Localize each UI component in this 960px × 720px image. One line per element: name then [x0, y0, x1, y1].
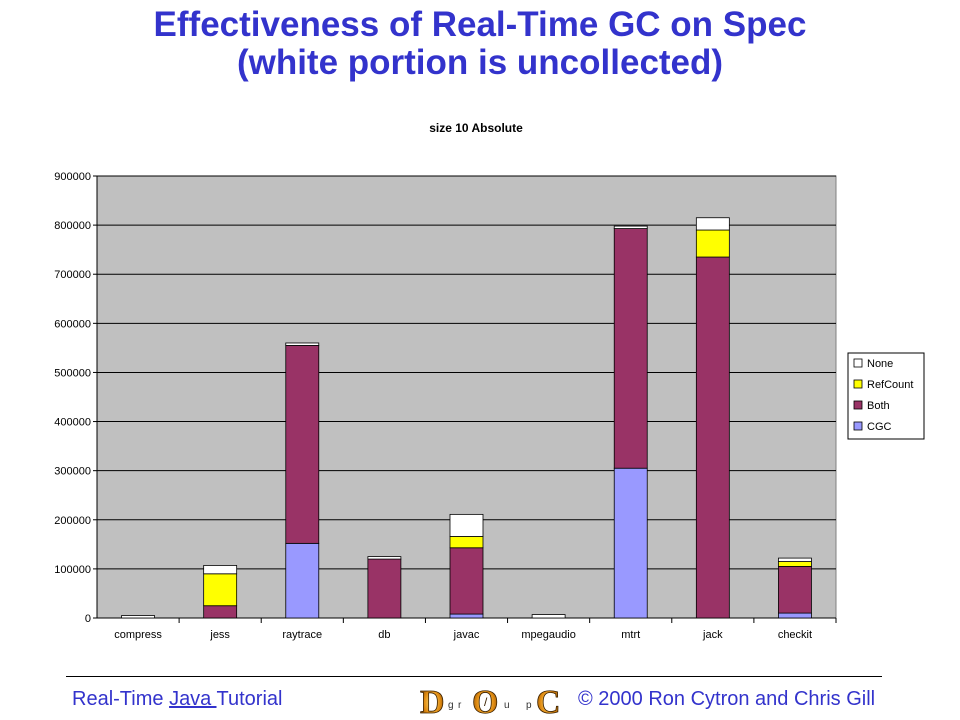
bar-segment-both-jess	[203, 605, 238, 619]
y-tick-label: 700000	[54, 269, 91, 281]
y-tick-label: 900000	[54, 171, 91, 183]
logo-slash: /	[484, 695, 488, 709]
legend-swatch-cgc	[853, 421, 863, 431]
legend-swatch-refcount	[853, 379, 863, 389]
logo-letter-r: r	[458, 700, 462, 711]
bar-segment-both-mtrt	[613, 228, 648, 469]
legend: None RefCount Both CGC	[847, 352, 925, 440]
legend-swatch-none	[853, 358, 863, 368]
x-tick-label: javac	[453, 629, 480, 641]
bar-segment-cgc-raytrace	[285, 542, 320, 619]
stacked-bar-chart: size 10 Absolute 0 100000 200000 300000 4000…	[54, 121, 925, 641]
chart-title: size 10 Absolute	[429, 121, 523, 135]
bar-segment-refcount-javac	[449, 536, 484, 549]
legend-label-cgc: CGC	[867, 421, 892, 433]
java-link[interactable]: Java	[169, 688, 217, 710]
x-tick-label: raytrace	[282, 629, 322, 641]
legend-label-none: None	[867, 358, 893, 370]
slide-title-line-2: (white portion is uncollected)	[236, 43, 724, 82]
bar-segment-refcount-checkit	[778, 561, 812, 567]
y-tick-label: 0	[85, 613, 91, 625]
y-tick-label: 600000	[54, 318, 91, 330]
legend-label-refcount: RefCount	[867, 379, 913, 391]
bar-segment-none-jess	[203, 565, 238, 575]
legend-swatch-both	[853, 400, 863, 410]
logo-letter-o: O	[472, 684, 498, 718]
bar-segment-none-raytrace	[285, 342, 320, 346]
y-tick-label: 300000	[54, 466, 91, 478]
plot-area: 0 100000 200000 300000 400000 500000 600000 700…	[54, 171, 837, 641]
bar-segment-both-jack	[695, 256, 730, 619]
bar-segment-none-mpegaudio	[531, 614, 566, 619]
bar-segment-both-javac	[449, 547, 484, 615]
bar-segment-none-db	[367, 556, 402, 560]
y-tick-label: 800000	[54, 220, 91, 232]
bar-segment-none-compress	[121, 615, 155, 619]
bar-segment-refcount-jess	[203, 573, 238, 607]
bar-segment-cgc-mtrt	[613, 467, 648, 619]
doc-group-logo: D g r O / u p C	[420, 684, 561, 718]
footer-copyright: © 2000 Ron Cytron and Chris Gill	[578, 688, 876, 710]
bar-segment-none-javac	[449, 513, 484, 537]
logo-letter-d: D	[420, 684, 445, 718]
x-tick-label: checkit	[778, 629, 812, 641]
legend-label-both: Both	[867, 400, 890, 412]
bar-segment-cgc-checkit	[778, 612, 812, 619]
y-tick-label: 100000	[54, 564, 91, 576]
logo-letter-u: u	[504, 700, 510, 711]
slide-title-line-1: Effectiveness of Real-Time GC on Spec	[153, 5, 807, 44]
bar-segment-none-mtrt	[613, 225, 648, 229]
bar-segment-none-jack	[695, 217, 730, 231]
footer-text-prefix: Real-Time	[72, 688, 170, 710]
footer-course-title: Real-Time Java Tutorial	[72, 688, 282, 711]
logo-letter-g: g	[448, 700, 454, 711]
y-tick-label: 400000	[54, 417, 91, 429]
x-tick-label: mpegaudio	[521, 629, 575, 641]
bar-segment-none-checkit	[778, 557, 812, 562]
bar-segment-both-raytrace	[285, 345, 320, 544]
x-tick-label: db	[378, 629, 390, 641]
y-tick-label: 500000	[54, 367, 91, 379]
x-tick-label: compress	[114, 629, 162, 641]
y-tick-label: 200000	[54, 515, 91, 527]
x-tick-label: mtrt	[621, 629, 640, 641]
footer-text-suffix: Tutorial	[216, 688, 283, 710]
slide-title: Effectiveness of Real-Time GC on Spec (w…	[0, 6, 960, 82]
bar-segment-cgc-javac	[449, 613, 484, 619]
footer-divider	[66, 676, 882, 677]
bar-segment-both-checkit	[778, 566, 812, 614]
logo-letter-c: C	[536, 684, 561, 718]
bar-segment-both-db	[367, 558, 402, 619]
logo-letter-p: p	[526, 700, 532, 711]
bar-segment-refcount-jack	[695, 229, 730, 258]
x-tick-label: jess	[209, 629, 230, 641]
x-tick-label: jack	[702, 629, 723, 641]
